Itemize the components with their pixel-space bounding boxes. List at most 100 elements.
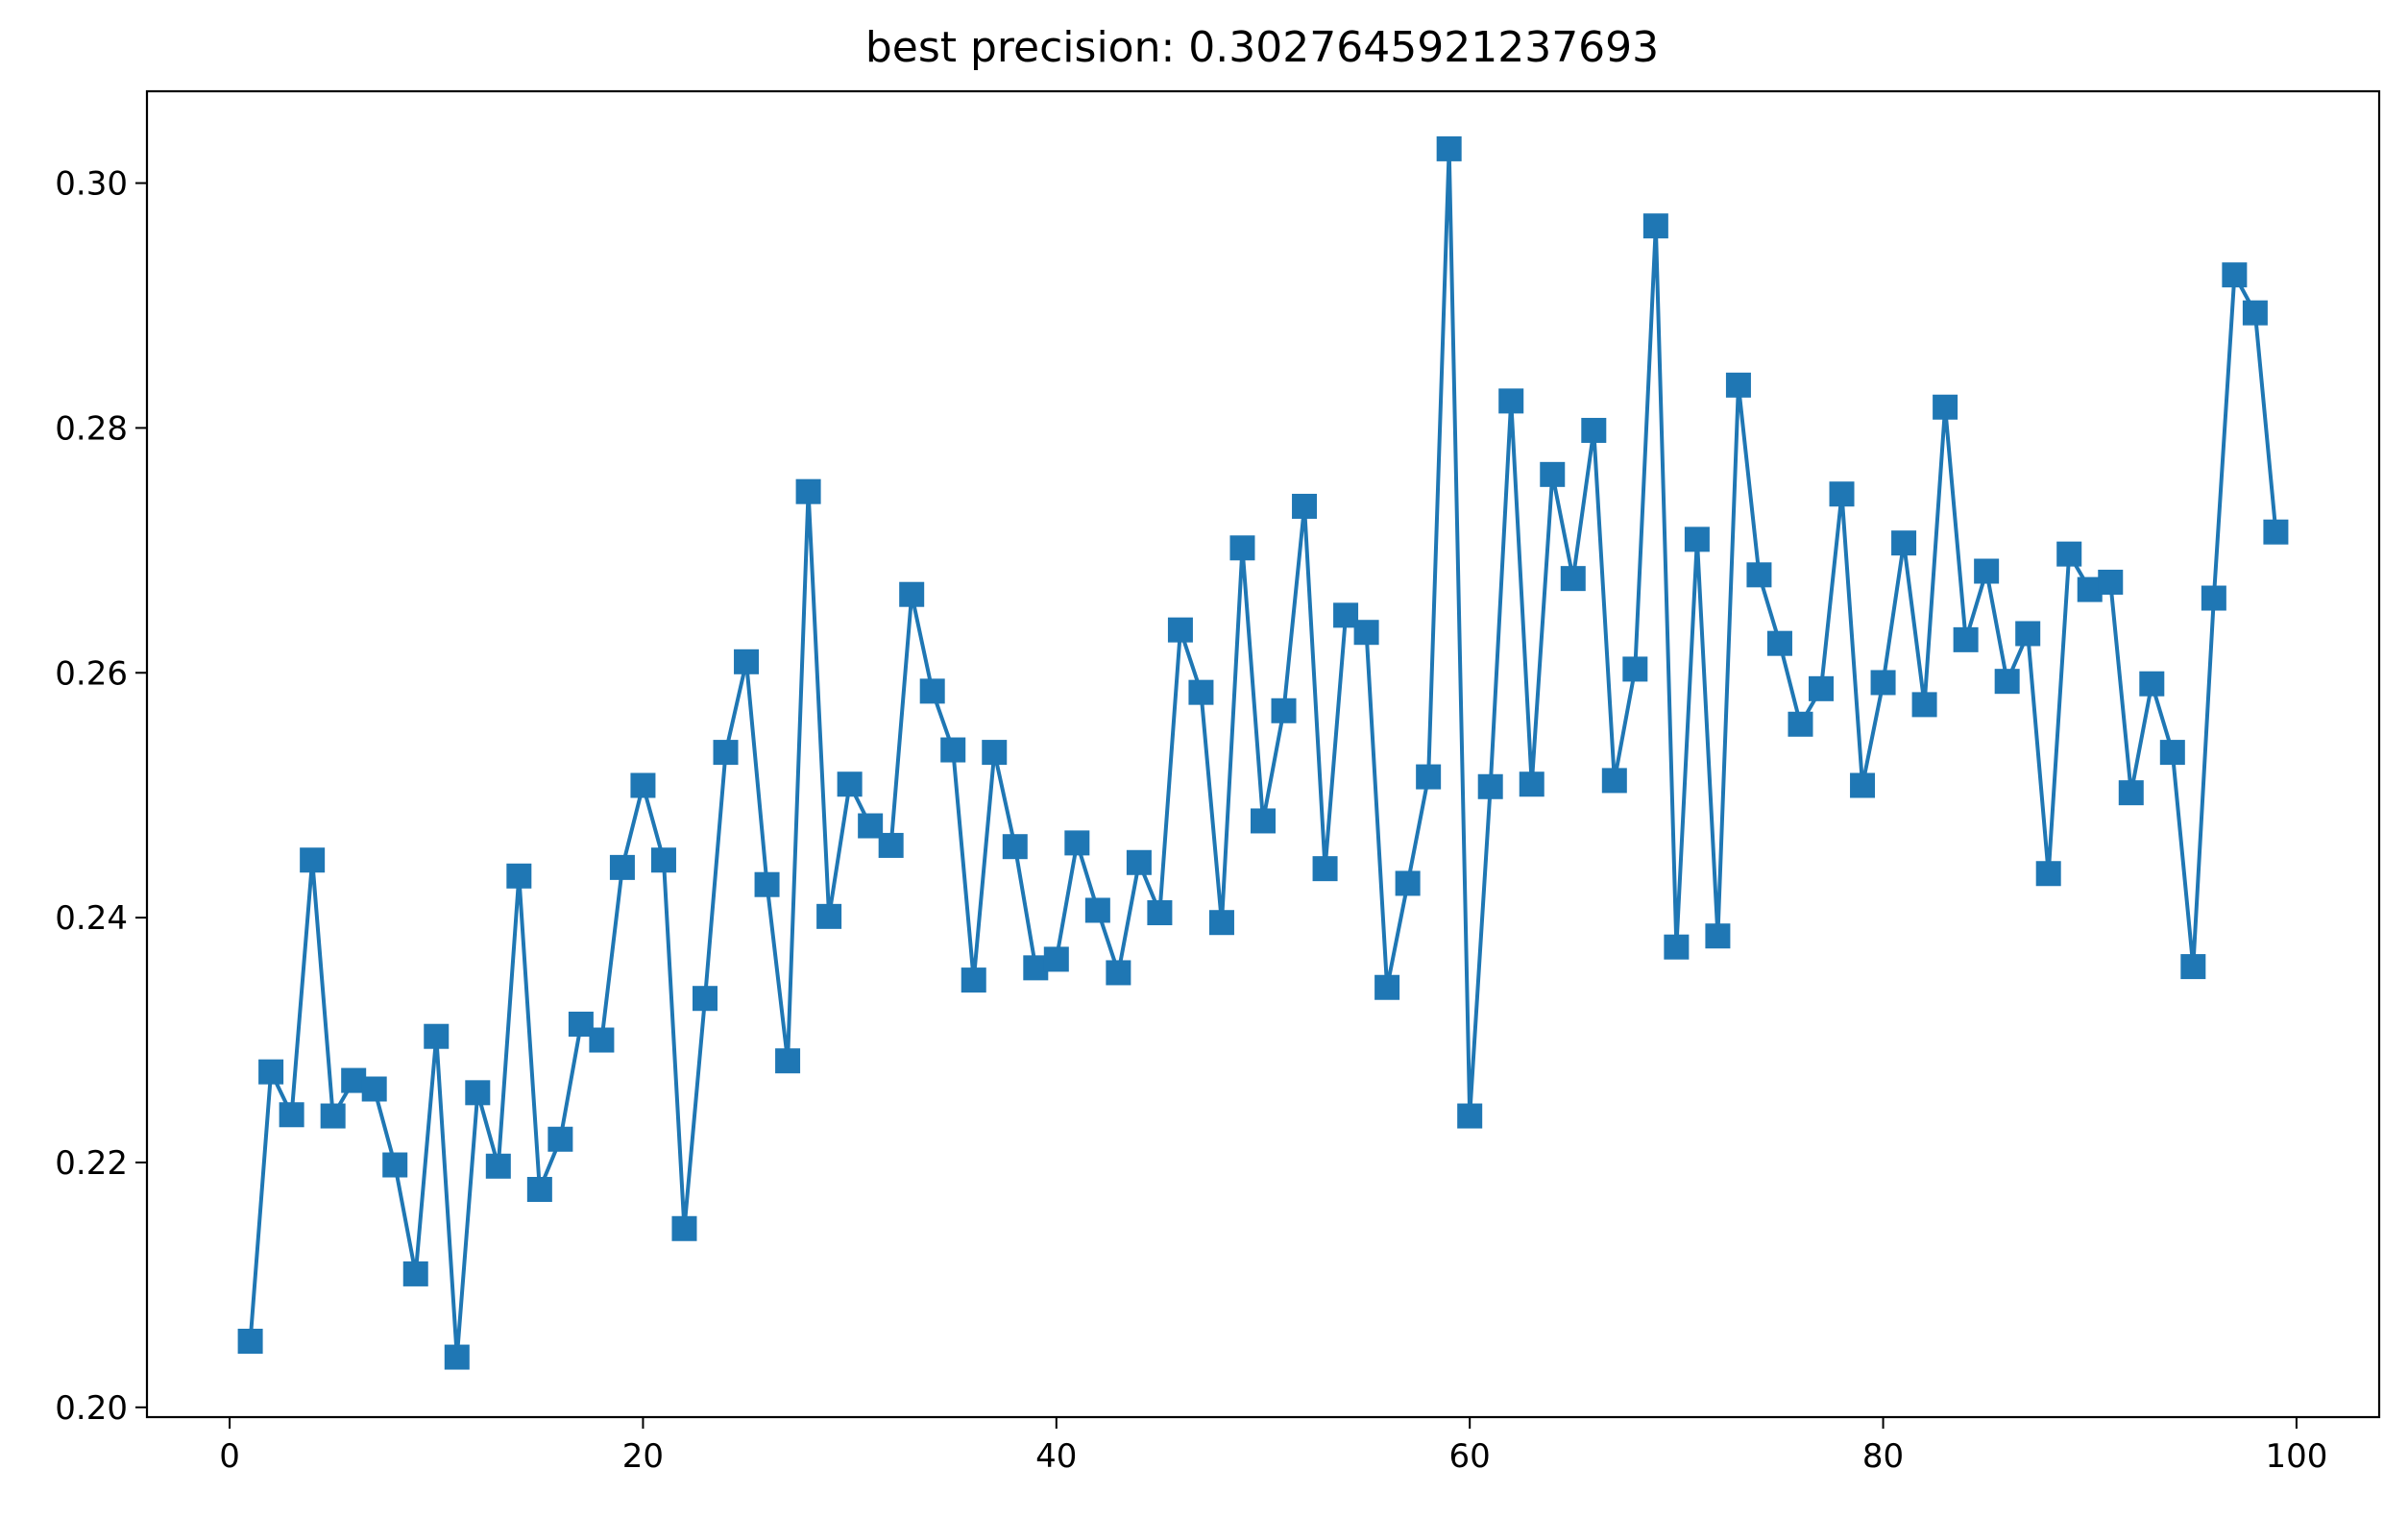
data-point-marker <box>1353 620 1379 646</box>
data-point-marker <box>713 740 739 766</box>
data-point-marker <box>1664 934 1690 960</box>
data-point-marker <box>1953 626 1979 652</box>
data-point-marker <box>485 1153 511 1179</box>
y-tick-label: 0.22 <box>55 1144 128 1183</box>
data-point-marker <box>1229 535 1255 561</box>
data-point-marker <box>1601 768 1627 794</box>
x-tick-label: 60 <box>1449 1437 1491 1476</box>
data-point-marker <box>1084 897 1110 923</box>
data-point-marker <box>1416 764 1442 790</box>
data-point-marker <box>878 832 904 858</box>
data-point-marker <box>837 771 863 797</box>
data-point-marker <box>320 1103 346 1129</box>
data-point-marker <box>2098 569 2124 595</box>
data-point-marker <box>1809 675 1834 701</box>
data-point-marker <box>2139 671 2165 697</box>
data-point-marker <box>1850 772 1876 798</box>
data-point-marker <box>1436 135 1462 161</box>
data-point-marker <box>2180 954 2206 980</box>
data-point-marker <box>754 871 780 897</box>
data-point-marker <box>899 581 925 607</box>
data-point-marker <box>1477 773 1503 799</box>
data-point-marker <box>1519 771 1545 797</box>
data-point-marker <box>2201 585 2226 611</box>
data-point-marker <box>2035 861 2061 887</box>
series-layer <box>237 135 2289 1370</box>
data-point-marker <box>2242 300 2268 326</box>
plot-area-frame <box>145 89 2381 1419</box>
data-point-marker <box>1395 870 1421 896</box>
data-point-marker <box>1271 698 1297 723</box>
y-tick-label: 0.28 <box>55 409 128 448</box>
data-point-marker <box>1188 679 1214 705</box>
data-point-marker <box>2015 621 2041 647</box>
data-point-marker <box>361 1076 387 1102</box>
y-tick-label: 0.24 <box>55 899 128 938</box>
data-point-marker <box>444 1344 470 1370</box>
data-point-marker <box>547 1126 573 1152</box>
data-point-marker <box>1106 960 1131 986</box>
y-tick-label: 0.30 <box>55 165 128 204</box>
x-tick-label: 80 <box>1862 1437 1904 1476</box>
data-point-marker <box>693 986 718 1012</box>
y-tick-label: 0.26 <box>55 654 128 693</box>
data-point-marker <box>1498 388 1524 414</box>
data-point-marker <box>775 1048 801 1074</box>
data-point-marker <box>1766 630 1792 656</box>
data-point-marker <box>1974 558 2000 584</box>
data-point-marker <box>402 1261 428 1286</box>
chart-title: best precision: 0.3027645921237693 <box>865 23 1659 72</box>
data-point-marker <box>1829 481 1855 507</box>
data-point-marker <box>1374 974 1400 1000</box>
axis-ticks: 0 20 40 60 80 100 0.20 0.22 0.24 0.26 0.28 0.30 <box>55 165 2327 1476</box>
data-point-marker <box>1581 417 1607 443</box>
data-point-marker <box>630 772 656 798</box>
data-point-marker <box>526 1176 552 1202</box>
data-point-marker <box>2222 262 2248 288</box>
data-point-marker <box>237 1329 263 1354</box>
data-point-marker <box>300 847 326 873</box>
data-point-marker <box>2118 780 2144 806</box>
data-point-marker <box>1126 849 1152 875</box>
data-point-marker <box>795 478 821 504</box>
y-tick-label: 0.20 <box>55 1389 128 1428</box>
data-point-marker <box>1167 617 1193 643</box>
data-point-marker <box>1911 692 1937 718</box>
data-point-marker <box>1933 394 1958 420</box>
data-point-marker <box>2263 519 2289 545</box>
x-tick-label: 100 <box>2265 1437 2327 1476</box>
x-tick-label: 0 <box>219 1437 240 1476</box>
data-point-marker <box>940 737 966 763</box>
data-point-marker <box>1891 530 1917 556</box>
data-point-marker <box>258 1059 284 1085</box>
data-point-marker <box>1788 711 1813 737</box>
data-point-marker <box>1251 808 1276 834</box>
data-point-marker <box>919 678 945 704</box>
data-point-marker <box>1705 923 1731 949</box>
data-point-marker <box>1870 670 1896 696</box>
data-point-marker <box>1622 656 1648 682</box>
data-point-marker <box>1642 213 1668 239</box>
data-point-marker <box>1746 562 1772 588</box>
data-point-marker <box>1064 830 1090 856</box>
data-point-marker <box>1292 493 1318 519</box>
data-point-marker <box>424 1023 450 1049</box>
data-point-marker <box>2159 740 2185 766</box>
data-point-marker <box>961 967 986 993</box>
data-point-marker <box>609 854 635 880</box>
data-point-marker <box>650 847 676 873</box>
data-point-marker <box>1457 1103 1483 1129</box>
data-point-marker <box>816 903 842 929</box>
data-point-marker <box>1208 910 1234 936</box>
x-tick-label: 40 <box>1035 1437 1077 1476</box>
data-point-marker <box>1994 669 2020 695</box>
data-point-marker <box>1560 566 1586 592</box>
data-point-marker <box>2056 541 2082 567</box>
data-point-marker <box>382 1152 408 1178</box>
data-point-marker <box>506 863 532 889</box>
data-point-marker <box>982 740 1008 766</box>
data-point-marker <box>1540 461 1566 487</box>
data-point-marker <box>1147 900 1173 926</box>
